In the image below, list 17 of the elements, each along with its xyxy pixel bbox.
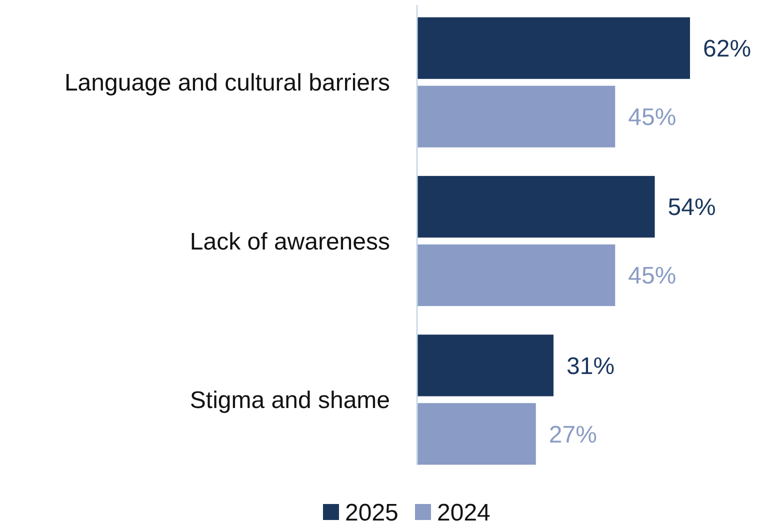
- legend-label: 2024: [437, 499, 490, 523]
- bar: [417, 176, 655, 238]
- bar: [417, 334, 554, 396]
- data-label: 31%: [566, 352, 615, 380]
- bar: [417, 244, 616, 306]
- y-tick-label: Stigma and shame: [190, 387, 390, 414]
- data-label: 62%: [703, 35, 752, 62]
- data-label: 45%: [628, 104, 676, 131]
- data-label: 45%: [628, 262, 676, 290]
- y-tick-label: Language and cultural barriers: [64, 70, 390, 97]
- bar: [417, 403, 536, 465]
- y-tick-label: Lack of awareness: [190, 228, 390, 256]
- bar: [417, 17, 690, 79]
- data-label: 54%: [668, 194, 716, 222]
- data-label: 27%: [548, 421, 597, 448]
- bar: [417, 86, 616, 148]
- legend-label: 2025: [345, 499, 398, 523]
